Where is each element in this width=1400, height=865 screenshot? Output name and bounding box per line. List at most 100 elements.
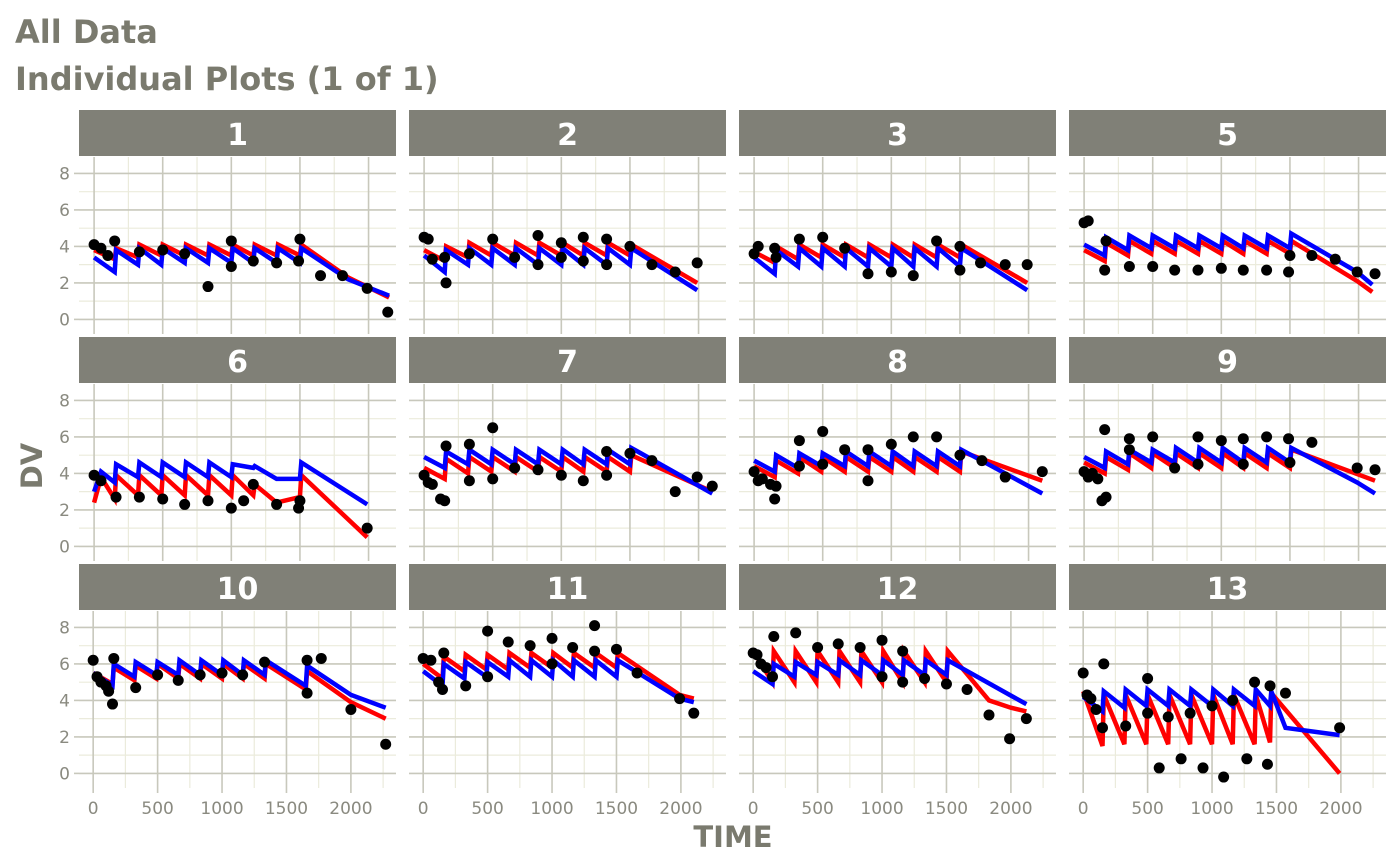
blue-series-line <box>751 656 1028 707</box>
data-point <box>152 669 164 681</box>
data-point <box>460 680 472 692</box>
data-point <box>426 478 438 490</box>
data-point <box>706 480 718 492</box>
data-point <box>225 502 237 514</box>
y-tick-label: 4 <box>59 237 70 257</box>
panel-background <box>79 611 396 788</box>
data-point <box>577 255 589 267</box>
data-point <box>1077 667 1089 679</box>
data-point <box>954 264 966 276</box>
data-point <box>567 641 579 653</box>
data-point <box>691 471 703 483</box>
data-point <box>1169 462 1181 474</box>
data-point <box>862 444 874 456</box>
data-point <box>509 462 521 474</box>
data-point <box>426 253 438 265</box>
data-point <box>238 495 250 507</box>
data-point <box>509 251 521 263</box>
x-tick-label: 500 <box>1131 799 1163 819</box>
data-point <box>1097 722 1109 734</box>
data-point <box>1169 264 1181 276</box>
y-tick-label: 2 <box>59 501 70 521</box>
data-point <box>1085 693 1097 705</box>
panel-strip-label: 2 <box>557 118 578 153</box>
data-point <box>555 237 567 249</box>
red-series-line <box>91 470 369 539</box>
data-point <box>1123 433 1135 445</box>
panel-strip-label: 8 <box>887 345 908 380</box>
data-point <box>669 266 681 278</box>
data-point <box>179 248 191 260</box>
y-axis-label: DV <box>15 442 49 489</box>
data-point <box>1279 687 1291 699</box>
data-point <box>482 625 494 637</box>
data-point <box>247 478 259 490</box>
data-point <box>109 235 121 247</box>
data-point <box>133 491 145 503</box>
data-point <box>1261 264 1273 276</box>
blue-series-line <box>91 458 369 507</box>
data-point <box>247 255 259 267</box>
data-point <box>439 495 451 507</box>
data-point <box>862 475 874 487</box>
data-point <box>897 645 909 657</box>
data-point <box>769 493 781 505</box>
data-point <box>601 233 613 245</box>
data-point <box>382 306 394 318</box>
data-point <box>751 649 763 661</box>
panel-strip-label: 3 <box>887 118 908 153</box>
data-point <box>1192 458 1204 470</box>
x-axis-label: TIME <box>693 820 772 854</box>
x-tick-label: 500 <box>141 799 173 819</box>
panel-strip-label: 12 <box>877 572 919 607</box>
data-point <box>688 707 700 719</box>
data-point <box>202 495 214 507</box>
data-point <box>770 251 782 263</box>
data-point <box>1284 250 1296 262</box>
data-point <box>610 643 622 655</box>
data-point <box>301 654 313 666</box>
panel-strip-label: 9 <box>1217 345 1238 380</box>
data-point <box>1099 264 1111 276</box>
data-point <box>812 641 824 653</box>
x-tick-label: 2000 <box>659 799 702 819</box>
panel-7: 7 <box>409 337 726 561</box>
data-point <box>110 491 122 503</box>
y-tick-label: 2 <box>59 274 70 294</box>
data-point <box>440 277 452 289</box>
data-point <box>601 259 613 271</box>
data-point <box>1369 464 1381 476</box>
data-point <box>1021 259 1033 271</box>
panel-11: 11 0 500 1000 1500 2000 <box>409 564 726 819</box>
data-point <box>463 248 475 260</box>
data-point <box>760 662 772 674</box>
data-point <box>336 270 348 282</box>
data-point <box>487 422 499 434</box>
data-point <box>1206 700 1218 712</box>
data-point <box>225 235 237 247</box>
data-point <box>1098 658 1110 670</box>
data-point <box>1153 762 1165 774</box>
panel-strip <box>409 337 726 383</box>
data-point <box>546 632 558 644</box>
panel-background <box>409 611 726 788</box>
data-point <box>862 268 874 280</box>
data-point <box>440 440 452 452</box>
data-point <box>237 669 249 681</box>
data-point <box>1306 250 1318 262</box>
panel-strip <box>1069 337 1386 383</box>
x-tick-label: 1500 <box>265 799 308 819</box>
data-point <box>1092 473 1104 485</box>
data-point <box>767 671 779 683</box>
data-point <box>1369 268 1381 280</box>
data-point <box>669 486 681 498</box>
data-point <box>532 259 544 271</box>
y-tick-label: 4 <box>59 464 70 484</box>
data-point <box>1306 436 1318 448</box>
data-point <box>999 471 1011 483</box>
y-tick-label: 6 <box>59 428 70 448</box>
panel-strip-label: 10 <box>217 572 259 607</box>
data-point <box>1283 433 1295 445</box>
y-tick-label: 6 <box>59 655 70 675</box>
data-point <box>524 640 536 652</box>
